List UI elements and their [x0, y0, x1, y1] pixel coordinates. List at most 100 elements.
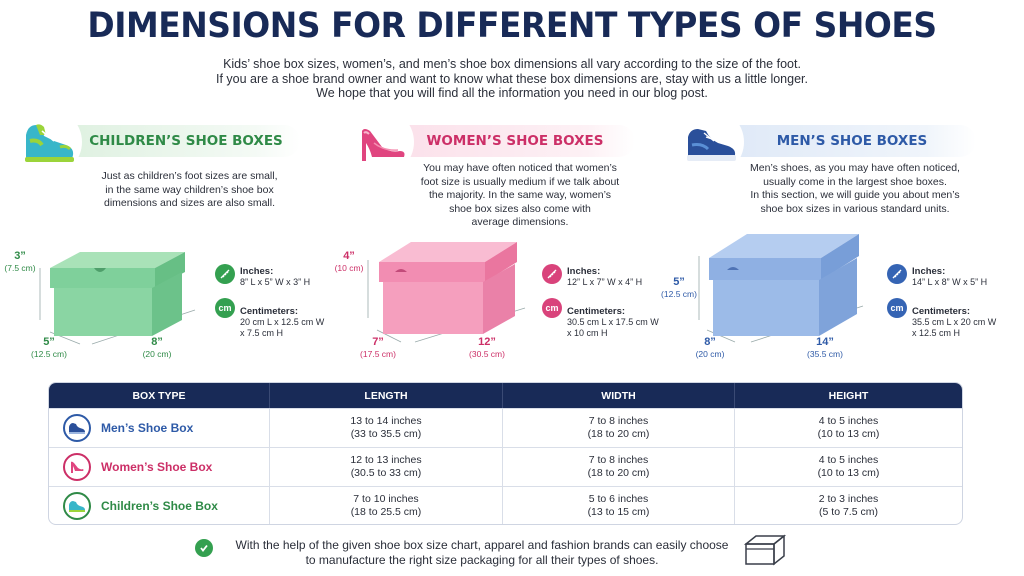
- children-height-label: 3” (7.5 cm): [0, 250, 40, 274]
- men-length-label: 14” (35.5 cm): [800, 336, 850, 360]
- cell-value: 7 to 8 inches: [588, 415, 649, 427]
- desc-line: shoe box sizes also come with: [449, 202, 591, 215]
- height-cell: 2 to 3 inches (5 to 7.5 cm): [735, 487, 962, 524]
- spec-label: Centimeters:: [240, 306, 299, 317]
- spec-value: 12” L x 7” W x 4” H: [567, 277, 643, 287]
- spec-value: x 7.5 cm H: [240, 328, 284, 338]
- dim-value: 8”: [704, 336, 716, 348]
- desc-line: Just as children’s foot sizes are small,: [101, 170, 278, 182]
- length-cell: 7 to 10 inches (18 to 25.5 cm): [270, 487, 503, 524]
- dim-value: 5”: [43, 336, 55, 348]
- cell-value: 7 to 8 inches: [588, 454, 649, 466]
- box-type-label: Men’s Shoe Box: [101, 420, 194, 435]
- box-type-label: Women’s Shoe Box: [101, 459, 213, 474]
- dim-cm: (20 cm): [695, 349, 725, 359]
- dim-value: 5”: [673, 276, 685, 288]
- spec-value: x 10 cm H: [567, 328, 608, 338]
- dim-cm: (17.5 cm): [360, 349, 396, 359]
- check-icon: [195, 539, 213, 557]
- spec-label: Inches:: [912, 266, 946, 277]
- men-shoe-icon: [680, 112, 740, 172]
- spec-label: Centimeters:: [567, 306, 626, 317]
- children-inches-spec: Inches: 8” L x 5” W x 3” H: [240, 266, 350, 288]
- cell-value: (10 to 13 cm): [817, 467, 880, 479]
- high-heel-icon: [63, 453, 91, 481]
- dim-value: 7”: [372, 336, 384, 348]
- desc-line: usually come in the largest shoe boxes.: [763, 175, 947, 188]
- cell-value: (13 to 15 cm): [587, 506, 650, 518]
- desc-line: foot size is usually medium if we talk a…: [420, 175, 620, 188]
- intro-line: We hope that you will find all the infor…: [316, 86, 708, 100]
- column-header: HEIGHT: [828, 389, 869, 402]
- men-width-label: 8” (20 cm): [690, 336, 730, 360]
- women-inches-spec: Inches: 12” L x 7” W x 4” H: [567, 266, 677, 288]
- men-inches-spec: Inches: 14” L x 8” W x 5” H: [912, 266, 1022, 288]
- box-type-label: Children’s Shoe Box: [101, 498, 218, 513]
- length-cell: 12 to 13 inches (30.5 to 33 cm): [270, 448, 503, 486]
- desc-line: You may have often noticed that women’s: [423, 162, 617, 174]
- box-type-cell: Women’s Shoe Box: [49, 448, 270, 486]
- column-header: LENGTH: [270, 383, 503, 408]
- width-cell: 5 to 6 inches (13 to 15 cm): [503, 487, 735, 524]
- cell-value: (18 to 25.5 cm): [350, 506, 422, 518]
- women-length-label: 12” (30.5 cm): [462, 336, 512, 360]
- cm-icon: cm: [542, 298, 562, 318]
- cell-value: 13 to 14 inches: [350, 415, 422, 427]
- table-row: Men’s Shoe Box 13 to 14 inches (33 to 35…: [49, 408, 962, 447]
- spec-label: Inches:: [240, 266, 274, 277]
- desc-line: in the same way children’s shoe box: [105, 183, 274, 196]
- men-shoe-box-illustration: [698, 234, 864, 343]
- width-cell: 7 to 8 inches (18 to 20 cm): [503, 409, 735, 447]
- length-cell: 13 to 14 inches (33 to 35.5 cm): [270, 409, 503, 447]
- cell-value: 12 to 13 inches: [350, 454, 422, 466]
- intro-line: Kids’ shoe box sizes, women’s, and men’s…: [223, 57, 801, 71]
- spec-label: Centimeters:: [912, 306, 971, 317]
- spec-value: 8” L x 5” W x 3” H: [240, 277, 311, 287]
- spec-value: 20 cm L x 12.5 cm W: [240, 317, 325, 327]
- table-row: Children’s Shoe Box 7 to 10 inches (18 t…: [49, 486, 962, 524]
- column-header: BOX TYPE: [49, 383, 270, 408]
- desc-line: the majority. In the same way, women’s: [428, 189, 612, 201]
- dim-cm: (35.5 cm): [807, 349, 843, 359]
- dim-cm: (12.5 cm): [31, 349, 67, 359]
- intro-line: If you are a shoe brand owner and want t…: [215, 71, 808, 86]
- children-width-label: 5” (12.5 cm): [26, 336, 72, 360]
- table-header: BOX TYPE LENGTH WIDTH HEIGHT: [49, 383, 962, 408]
- height-cell: 4 to 5 inches (10 to 13 cm): [735, 409, 962, 447]
- box-type-cell: Children’s Shoe Box: [49, 487, 270, 524]
- children-description: Just as children’s foot sizes are small,…: [82, 170, 297, 211]
- cell-value: 4 to 5 inches: [818, 415, 879, 427]
- children-section-heading: CHILDREN’S SHOE BOXES: [72, 125, 300, 157]
- children-shoe-box-illustration: [39, 252, 196, 345]
- spec-label: Inches:: [567, 266, 601, 277]
- ruler-icon: [215, 264, 235, 284]
- table-row: Women’s Shoe Box 12 to 13 inches (30.5 t…: [49, 447, 962, 486]
- spec-value: x 12.5 cm H: [912, 328, 961, 338]
- dim-value: 3”: [14, 250, 26, 262]
- shoe-box-size-table: BOX TYPE LENGTH WIDTH HEIGHT Men’s Shoe …: [48, 382, 963, 525]
- cell-value: (5 to 7.5 cm): [819, 506, 878, 518]
- cell-value: (10 to 13 cm): [817, 428, 880, 440]
- footer-note: With the help of the given shoe box size…: [222, 538, 742, 568]
- dim-value: 12”: [478, 336, 496, 348]
- men-height-label: 5” (12.5 cm): [660, 276, 698, 300]
- cell-value: 2 to 3 inches: [818, 493, 879, 505]
- desc-line: In this section, we will guide you about…: [750, 189, 960, 201]
- footer-line: With the help of the given shoe box size…: [235, 538, 729, 552]
- box-type-cell: Men’s Shoe Box: [49, 409, 270, 447]
- ruler-icon: [542, 264, 562, 284]
- page-title: DIMENSIONS FOR DIFFERENT TYPES OF SHOES: [87, 6, 937, 46]
- children-length-label: 8” (20 cm): [134, 336, 180, 360]
- kids-shoe-icon: [18, 112, 78, 172]
- cell-value: (33 to 35.5 cm): [350, 428, 422, 440]
- men-section-heading: MEN’S SHOE BOXES: [728, 125, 976, 157]
- desc-line: shoe box sizes in various standard units…: [760, 202, 950, 215]
- dim-cm: (20 cm): [142, 349, 172, 359]
- dim-value: 8”: [151, 336, 163, 348]
- cell-value: (30.5 to 33 cm): [350, 467, 422, 479]
- spec-value: 14” L x 8” W x 5” H: [912, 277, 988, 287]
- dim-cm: (10 cm): [334, 263, 364, 273]
- cell-value: (18 to 20 cm): [587, 428, 650, 440]
- kids-shoe-icon: [63, 492, 91, 520]
- women-height-label: 4” (10 cm): [333, 250, 365, 274]
